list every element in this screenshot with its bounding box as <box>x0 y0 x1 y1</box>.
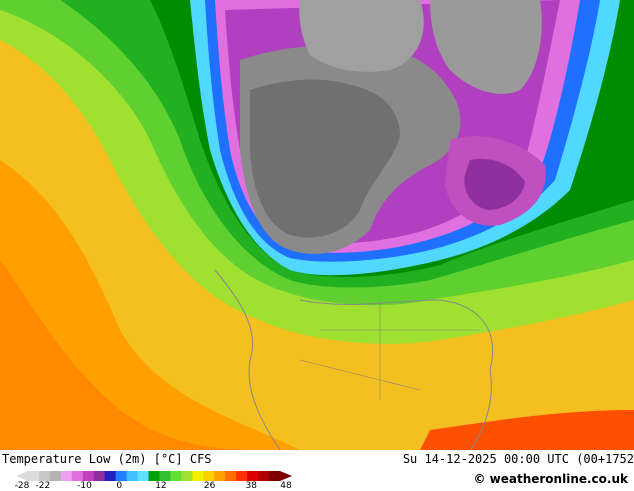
legend-swatch <box>115 471 128 481</box>
legend-swatch <box>60 471 73 481</box>
legend-swatch <box>214 471 226 481</box>
legend-arrow-high <box>280 471 292 481</box>
legend-swatch <box>236 471 248 481</box>
temperature-map-icon <box>0 0 634 450</box>
legend-swatch <box>225 471 237 481</box>
legend-swatch <box>148 471 160 481</box>
map-title: Temperature Low (2m) [°C] CFS <box>2 452 212 466</box>
legend-swatch <box>269 471 281 481</box>
legend-swatch <box>192 471 204 481</box>
footer <box>0 450 634 490</box>
legend-swatch <box>247 471 259 481</box>
legend-swatch <box>170 471 182 481</box>
legend-tick-label: 26 <box>203 481 216 491</box>
legend-swatch <box>82 471 95 481</box>
forecast-datetime: Su 14-12-2025 00:00 UTC (00+1752 <box>402 452 634 466</box>
legend-swatch <box>159 471 171 481</box>
legend-arrow-low <box>16 471 28 481</box>
legend-swatch <box>203 471 215 481</box>
legend-tick-label: 38 <box>245 481 257 491</box>
legend-tick-label: 12 <box>155 481 167 491</box>
legend-tick-label: 48 <box>280 481 292 491</box>
legend-tick-label: -10 <box>77 481 92 491</box>
legend-swatch <box>137 471 150 481</box>
copyright-credit[interactable]: © weatheronline.co.uk <box>473 472 628 486</box>
legend-swatch <box>126 471 139 481</box>
legend-swatch <box>104 471 117 481</box>
legend-swatch <box>49 471 62 481</box>
legend-swatch <box>93 471 106 481</box>
legend-tick-label: -22 <box>35 481 51 491</box>
legend-swatch <box>38 471 51 481</box>
legend-swatch <box>258 471 270 481</box>
temperature-map <box>0 0 634 450</box>
color-scale-legend <box>16 471 292 481</box>
legend-tick-label: 0 <box>116 481 123 491</box>
legend-swatch <box>71 471 84 481</box>
legend-tick-label: -28 <box>14 481 30 491</box>
legend-swatch <box>181 471 193 481</box>
legend-swatch <box>28 471 40 481</box>
